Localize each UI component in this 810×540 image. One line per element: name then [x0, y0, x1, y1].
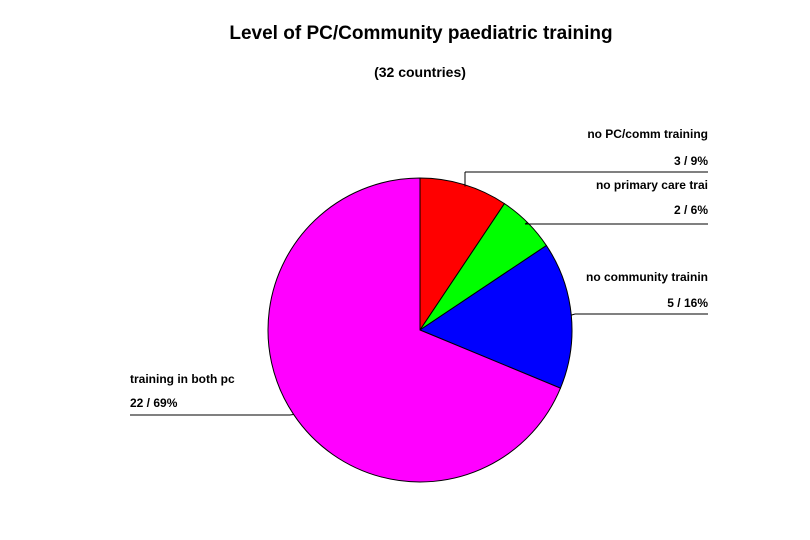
slice-value-label: 2 / 6%	[674, 203, 708, 217]
slice-labels: no PC/comm training 3 / 9% no primary care…	[130, 127, 708, 410]
slice-value-label: 22 / 69%	[130, 396, 178, 410]
slice-label: no community trainin	[586, 270, 708, 284]
chart-title: Level of PC/Community paediatric trainin…	[229, 23, 612, 44]
slice-leader-lines	[130, 171, 708, 416]
pie-slices	[267, 177, 573, 483]
leader-connector	[289, 413, 294, 416]
chart-subtitle: (32 countries)	[374, 64, 466, 80]
slice-label: no PC/comm training	[587, 127, 708, 141]
pie-slice	[418, 244, 573, 389]
slice-value-label: 5 / 16%	[667, 296, 708, 310]
leader-connector	[571, 313, 576, 316]
slice-label: training in both pc	[130, 372, 235, 386]
slice-label: no primary care trai	[596, 178, 708, 192]
pie-slice	[267, 177, 562, 483]
pie-slice	[419, 177, 506, 332]
slice-value-label: 3 / 9%	[674, 154, 708, 168]
